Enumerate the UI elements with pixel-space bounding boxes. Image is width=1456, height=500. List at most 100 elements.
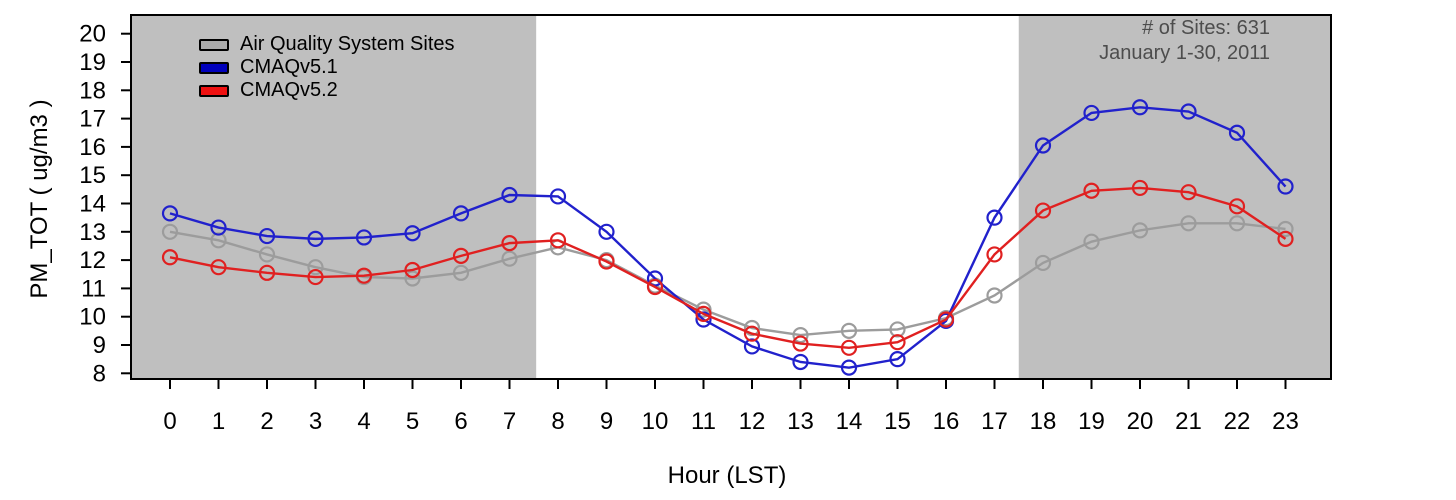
data-point <box>695 305 712 322</box>
data-point <box>161 249 179 266</box>
data-point <box>404 261 421 279</box>
legend-label-cmaqv51: CMAQv5.1 <box>240 56 338 78</box>
date-range: January 1-30, 2011 <box>1099 42 1270 64</box>
x-tick-label: 21 <box>1175 408 1202 435</box>
data-point <box>1034 254 1052 272</box>
legend-item-cmaqv51: CMAQv5.1 <box>199 56 455 79</box>
x-tick-label: 18 <box>1030 408 1057 435</box>
x-tick-label: 1 <box>212 408 225 435</box>
data-point <box>307 268 324 286</box>
x-tick-label: 13 <box>787 408 814 435</box>
data-point <box>1228 198 1246 215</box>
y-tick-label: 10 <box>79 304 106 331</box>
data-point <box>161 205 179 222</box>
x-tick-label: 17 <box>981 408 1008 435</box>
y-axis-title: PM_TOT ( ug/m3 ) <box>26 99 53 299</box>
data-point <box>1228 215 1246 232</box>
data-point <box>646 270 664 287</box>
data-point <box>1034 202 1052 219</box>
x-tick-label: 19 <box>1078 408 1105 435</box>
data-point <box>404 225 421 242</box>
y-tick-label: 12 <box>79 247 106 274</box>
x-tick-label: 14 <box>836 408 863 435</box>
x-tick-label: 0 <box>163 408 176 435</box>
x-tick-label: 9 <box>600 408 613 435</box>
legend: Air Quality System Sites CMAQv5.1 CMAQv5… <box>199 33 455 102</box>
data-point <box>1180 184 1197 201</box>
legend-label-cmaqv52: CMAQv5.2 <box>240 79 338 101</box>
y-tick-label: 13 <box>79 219 106 246</box>
y-tick-label: 9 <box>93 332 106 359</box>
data-point <box>889 321 906 338</box>
data-point <box>1131 179 1149 197</box>
data-point <box>598 253 615 270</box>
y-tick-label: 14 <box>79 191 106 218</box>
y-tick-label: 20 <box>79 21 106 48</box>
x-tick-label: 7 <box>503 408 516 435</box>
x-axis-title: Hour (LST) <box>667 462 787 489</box>
x-tick-label: 20 <box>1127 408 1154 435</box>
data-point <box>743 325 761 342</box>
data-point <box>792 353 809 371</box>
data-point <box>452 205 470 222</box>
data-point <box>1083 233 1100 250</box>
data-point <box>840 322 858 339</box>
legend-item-cmaqv52: CMAQv5.2 <box>199 79 455 102</box>
data-point <box>501 250 518 267</box>
data-point <box>404 270 421 287</box>
data-point <box>452 264 470 281</box>
data-point <box>889 334 906 351</box>
x-tick-label: 3 <box>309 408 322 435</box>
data-point <box>452 247 470 264</box>
data-point <box>258 246 276 263</box>
x-tick-label: 5 <box>406 408 419 435</box>
x-tick-label: 6 <box>454 408 467 435</box>
data-point <box>937 311 955 328</box>
data-point <box>161 223 179 240</box>
site-count: # of Sites: 631 <box>1142 17 1270 39</box>
y-tick-label: 19 <box>79 49 106 76</box>
data-point <box>1180 215 1197 232</box>
data-point <box>210 219 227 236</box>
data-point <box>598 223 615 240</box>
data-point <box>986 246 1003 263</box>
data-point <box>549 232 567 249</box>
plot-frame <box>130 14 1332 380</box>
y-tick-label: 17 <box>79 106 106 133</box>
data-point <box>889 351 906 368</box>
x-tick-label: 15 <box>884 408 911 435</box>
data-point <box>1083 104 1100 122</box>
night-shade-region <box>1018 15 1331 379</box>
x-tick-label: 12 <box>739 408 766 435</box>
data-point <box>1034 137 1052 154</box>
aqs-line-swatch <box>199 38 229 51</box>
data-point <box>840 359 858 376</box>
data-point <box>840 339 858 356</box>
data-point <box>1277 220 1294 238</box>
data-point <box>743 338 761 355</box>
data-point <box>792 326 809 344</box>
data-point <box>1131 222 1149 239</box>
data-point <box>307 230 324 247</box>
data-point <box>307 259 324 276</box>
data-point <box>792 335 809 352</box>
cmaqv51-line-swatch <box>199 61 229 74</box>
data-point <box>210 232 227 249</box>
data-point <box>1277 230 1294 247</box>
night-shade-region <box>131 15 537 379</box>
data-point <box>501 235 518 252</box>
data-point <box>743 319 761 337</box>
data-point <box>210 259 227 276</box>
legend-item-aqs: Air Quality System Sites <box>199 33 455 56</box>
x-tick-label: 22 <box>1224 408 1251 435</box>
legend-label-aqs: Air Quality System Sites <box>240 33 455 55</box>
data-point <box>258 264 276 281</box>
data-point <box>1083 182 1100 199</box>
data-point <box>986 209 1003 226</box>
y-tick-label: 18 <box>79 77 106 104</box>
data-point <box>258 227 276 245</box>
data-point <box>1277 178 1294 195</box>
x-tick-label: 4 <box>357 408 370 435</box>
data-point <box>355 267 373 284</box>
